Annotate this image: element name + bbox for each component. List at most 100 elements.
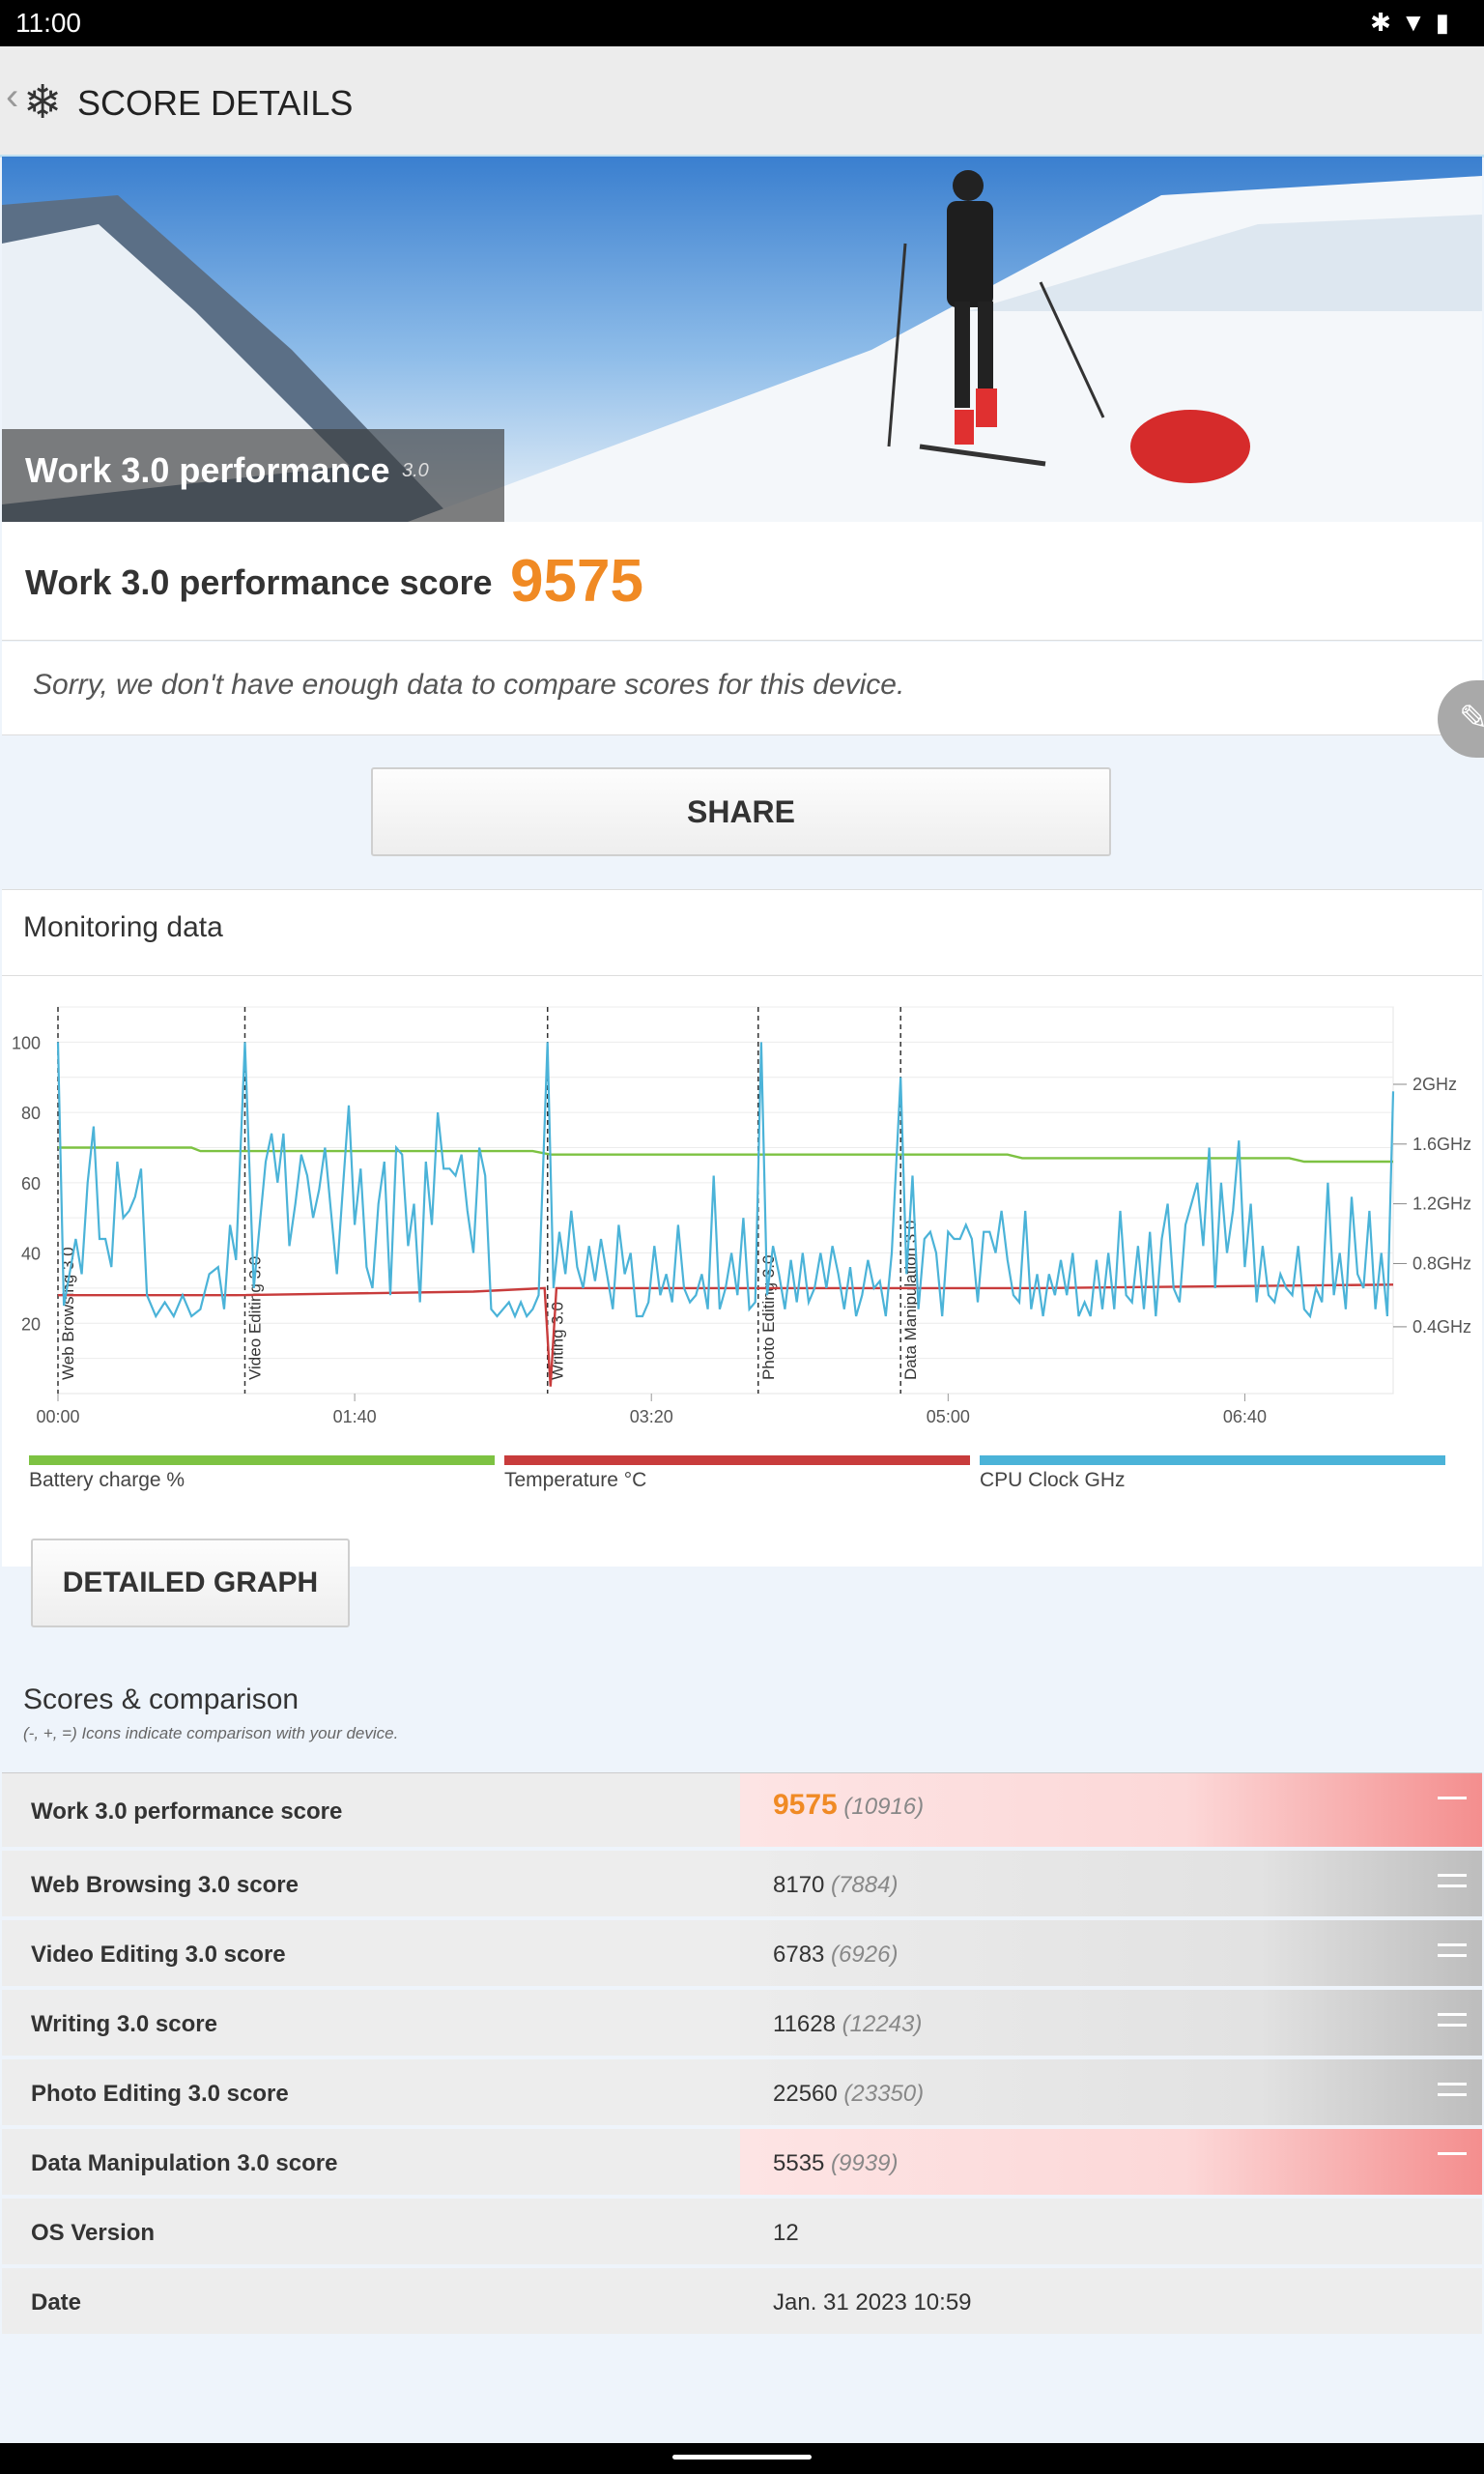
legend-temperature-swatch <box>504 1455 970 1465</box>
score-row-name: Date <box>31 2289 82 2316</box>
score-value-text: 11628 <box>773 2011 836 2037</box>
equal-icon <box>1438 1943 1467 1965</box>
monitoring-divider <box>2 975 1482 976</box>
score-comparison-value: (10916) <box>837 1794 925 1820</box>
score-row-value: 6783 (6926) <box>773 1942 898 1969</box>
back-chevron-icon[interactable]: ‹ <box>6 75 19 118</box>
y-right-tick-label: 1.2GHz <box>1413 1194 1471 1214</box>
hero-banner: Work 3.0 performance 3.0 <box>2 157 1482 522</box>
legend-temperature-label: Temperature °C <box>504 1469 647 1491</box>
scores-note: (-, +, =) Icons indicate comparison with… <box>23 1724 399 1742</box>
x-tick-label: 06:40 <box>1223 1407 1267 1426</box>
score-row-name: OS Version <box>31 2220 156 2246</box>
series-line-cpu-clock <box>56 1042 1395 1319</box>
score-row: Writing 3.0 score 11628 (12243) <box>2 1990 1482 2056</box>
share-button[interactable]: SHARE <box>371 767 1111 856</box>
pulk-sled <box>1130 410 1250 483</box>
chart-axes: 100 80 60 40 20 2GHz 1.6GHz 1.2GHz 0.8GHz 0.4GHz 0… <box>12 1033 1471 1426</box>
legend-temperature: Temperature °C <box>504 1455 970 1494</box>
series-line-battery <box>58 1146 1393 1164</box>
page-title: SCORE DETAILS <box>77 83 354 123</box>
x-tick-label: 03:20 <box>630 1407 673 1426</box>
legend-battery-label: Battery charge % <box>29 1469 186 1491</box>
bluetooth-icon: ✱ <box>1370 8 1401 37</box>
scores-table: Work 3.0 performance score 9575 (10916) We… <box>2 1772 1482 2338</box>
chart-series <box>56 1042 1395 1387</box>
wifi-icon: ▼ <box>1400 8 1436 37</box>
phase-marker-label: Photo Editing 3.0 <box>759 1255 778 1380</box>
comparison-notice: Sorry, we don't have enough data to comp… <box>2 642 1482 735</box>
scores-title: Scores & comparison <box>23 1683 300 1715</box>
score-value-text: 12 <box>773 2220 799 2246</box>
score-row: OS Version 12 <box>2 2199 1482 2264</box>
score-row-value-cell: 9575 (10916) <box>740 1773 1482 1847</box>
score-row-name: Video Editing 3.0 score <box>31 1942 286 1968</box>
score-row: Work 3.0 performance score 9575 (10916) <box>2 1773 1482 1847</box>
score-comparison-value: (9939) <box>824 2150 899 2176</box>
y-right-tick-label: 0.8GHz <box>1413 1253 1471 1273</box>
legend-battery-swatch <box>29 1455 495 1465</box>
y-left-tick-label: 20 <box>21 1314 41 1334</box>
legend-cpu: CPU Clock GHz <box>980 1455 1445 1494</box>
score-comparison-value: (23350) <box>837 2081 925 2107</box>
score-row-value-cell: Jan. 31 2023 10:59 <box>740 2268 1482 2334</box>
score-row: Video Editing 3.0 score 6783 (6926) <box>2 1920 1482 1986</box>
score-row-value-cell: 5535 (9939) <box>740 2129 1482 2195</box>
minus-icon <box>1438 1797 1467 1807</box>
score-comparison-value: (7884) <box>824 1872 899 1898</box>
status-bar: 11:00 ✱▼▮ <box>0 0 1484 46</box>
score-row-value-cell: 6783 (6926) <box>740 1920 1482 1986</box>
chart-grid <box>57 1006 1394 1395</box>
monitoring-chart[interactable]: Web Browsing 3.0 Video Editing 3.0 Writing… <box>0 990 1484 1444</box>
score-row-value-cell: 8170 (7884) <box>740 1851 1482 1916</box>
legend-cpu-label: CPU Clock GHz <box>980 1469 1126 1491</box>
y-right-tick-label: 2GHz <box>1413 1075 1457 1094</box>
score-row: Web Browsing 3.0 score 8170 (7884) <box>2 1851 1482 1916</box>
snowflake-logo-icon[interactable]: ❄ <box>23 77 63 129</box>
y-left-tick-label: 80 <box>21 1104 41 1123</box>
status-time: 11:00 <box>15 8 81 38</box>
phase-marker-label: Web Browsing 3.0 <box>59 1247 77 1380</box>
navigation-bar <box>0 2443 1484 2474</box>
series-line-temperature <box>58 1283 1394 1387</box>
phase-marker-label: Video Editing 3.0 <box>245 1256 264 1380</box>
score-row: Date Jan. 31 2023 10:59 <box>2 2268 1482 2334</box>
score-row-value: Jan. 31 2023 10:59 <box>773 2289 972 2316</box>
score-row-value: 22560 (23350) <box>773 2081 924 2108</box>
score-value-text: 5535 <box>773 2150 825 2176</box>
score-row-value-cell: 12 <box>740 2199 1482 2264</box>
score-value-text: 22560 <box>773 2081 838 2107</box>
snow-ridge <box>968 215 1482 311</box>
equal-icon <box>1438 1874 1467 1895</box>
chart-plot-area <box>57 1006 1394 1395</box>
score-row-value-cell: 22560 (23350) <box>740 2059 1482 2125</box>
equal-icon <box>1438 2083 1467 2104</box>
score-row-value-cell: 11628 (12243) <box>740 1990 1482 2056</box>
score-comparison-value: (12243) <box>835 2011 923 2037</box>
score-row-name: Web Browsing 3.0 score <box>31 1872 299 1898</box>
hero-title: Work 3.0 performance <box>25 450 390 490</box>
score-label: Work 3.0 performance score <box>25 562 493 602</box>
score-comparison-value: (6926) <box>824 1942 899 1968</box>
pencil-icon: ✎ <box>1459 698 1484 737</box>
monitoring-title: Monitoring data <box>23 911 223 943</box>
home-gesture-handle[interactable] <box>672 2455 812 2460</box>
detailed-graph-button[interactable]: DETAILED GRAPH <box>31 1539 350 1627</box>
score-row-value: 9575 (10916) <box>773 1789 924 1822</box>
x-tick-label: 01:40 <box>333 1407 377 1426</box>
y-right-tick-label: 0.4GHz <box>1413 1317 1471 1337</box>
hero-version: 3.0 <box>402 460 429 481</box>
minus-icon <box>1438 2152 1467 2163</box>
y-left-tick-label: 60 <box>21 1174 41 1194</box>
score-row: Photo Editing 3.0 score 22560 (23350) <box>2 2059 1482 2125</box>
score-value-text: 9575 <box>773 1789 838 1821</box>
score-value-text: 8170 <box>773 1872 825 1898</box>
hero-label: Work 3.0 performance 3.0 <box>2 429 504 522</box>
legend-battery: Battery charge % <box>29 1455 495 1494</box>
equal-icon <box>1438 2013 1467 2034</box>
score-value-text: 6783 <box>773 1942 825 1968</box>
status-icons: ✱▼▮ <box>1370 8 1459 38</box>
y-left-tick-label: 40 <box>21 1245 41 1264</box>
x-tick-label: 05:00 <box>927 1407 970 1426</box>
y-right-tick-label: 1.6GHz <box>1413 1135 1471 1154</box>
